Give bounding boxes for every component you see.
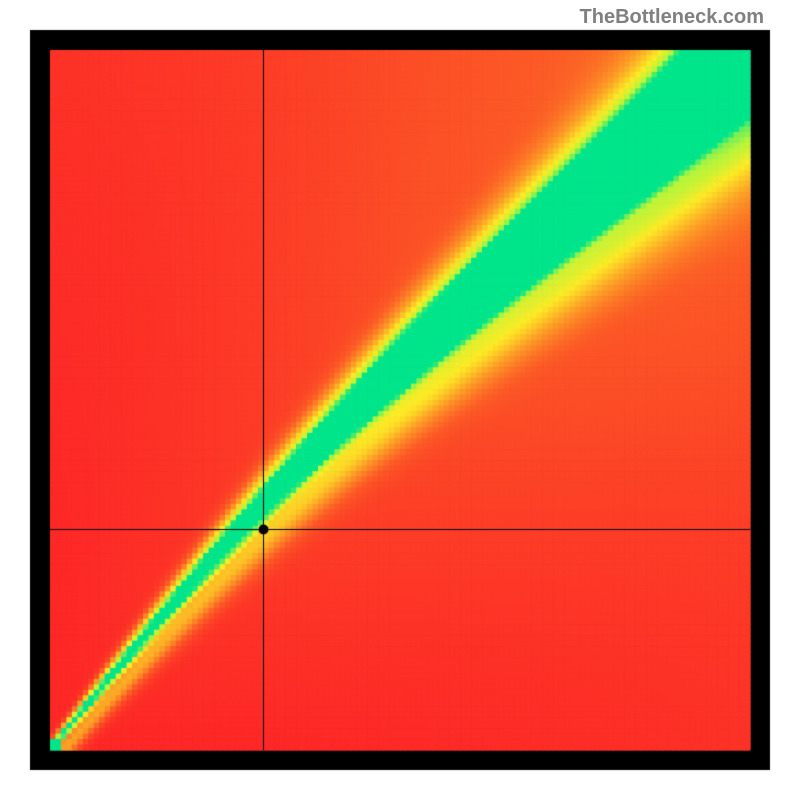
chart-container: TheBottleneck.com	[0, 0, 800, 800]
heatmap-canvas	[0, 0, 800, 800]
attribution-label: TheBottleneck.com	[580, 6, 764, 29]
